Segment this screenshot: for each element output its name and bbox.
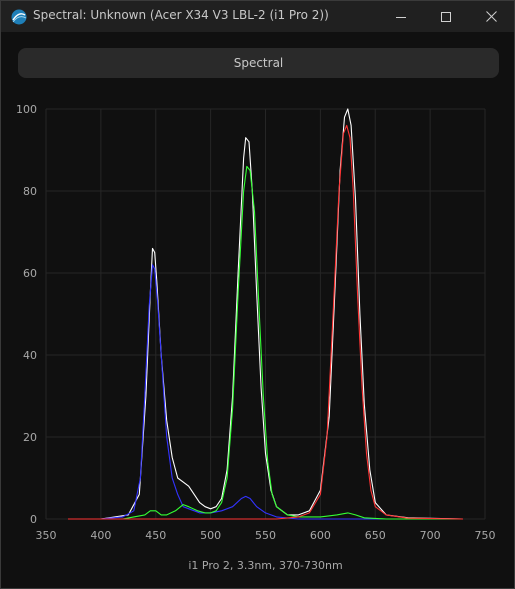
spectrum-series-line bbox=[68, 165, 463, 520]
x-tick-label: 650 bbox=[365, 529, 386, 542]
x-tick-label: 450 bbox=[145, 529, 166, 542]
minimize-icon bbox=[396, 16, 406, 18]
close-icon bbox=[485, 11, 497, 22]
spectrum-series-line bbox=[68, 124, 464, 520]
maximize-icon bbox=[441, 11, 451, 22]
y-tick-label: 20 bbox=[23, 431, 37, 444]
x-tick-label: 700 bbox=[420, 529, 441, 542]
close-button[interactable] bbox=[468, 1, 514, 32]
spectral-chart: 350 400 450 500 550 600 650 700 750 0 20 40 60 80 100 i… bbox=[16, 103, 496, 572]
x-tick-label: 550 bbox=[255, 529, 276, 542]
window-title: Spectral: Unknown (Acer X34 V3 LBL-2 (i1… bbox=[33, 8, 329, 22]
app-logo-icon bbox=[11, 9, 27, 25]
spectrum-series-line bbox=[68, 264, 463, 520]
x-tick-label: 750 bbox=[475, 529, 496, 542]
y-tick-label: 60 bbox=[23, 267, 37, 280]
x-tick-label: 600 bbox=[310, 529, 331, 542]
spectral-button[interactable]: Spectral bbox=[18, 48, 499, 78]
y-tick-label: 40 bbox=[23, 349, 37, 362]
chart-caption: i1 Pro 2, 3.3nm, 370-730nm bbox=[188, 559, 342, 572]
x-tick-label: 500 bbox=[200, 529, 221, 542]
y-tick-label: 0 bbox=[30, 513, 37, 526]
y-tick-label: 80 bbox=[23, 185, 37, 198]
minimize-button[interactable] bbox=[378, 1, 424, 32]
x-tick-label: 350 bbox=[36, 529, 57, 542]
title-bar[interactable]: Spectral: Unknown (Acer X34 V3 LBL-2 (i1… bbox=[1, 1, 514, 32]
y-tick-label: 100 bbox=[16, 103, 37, 116]
x-tick-label: 400 bbox=[90, 529, 111, 542]
maximize-button[interactable] bbox=[423, 1, 469, 32]
